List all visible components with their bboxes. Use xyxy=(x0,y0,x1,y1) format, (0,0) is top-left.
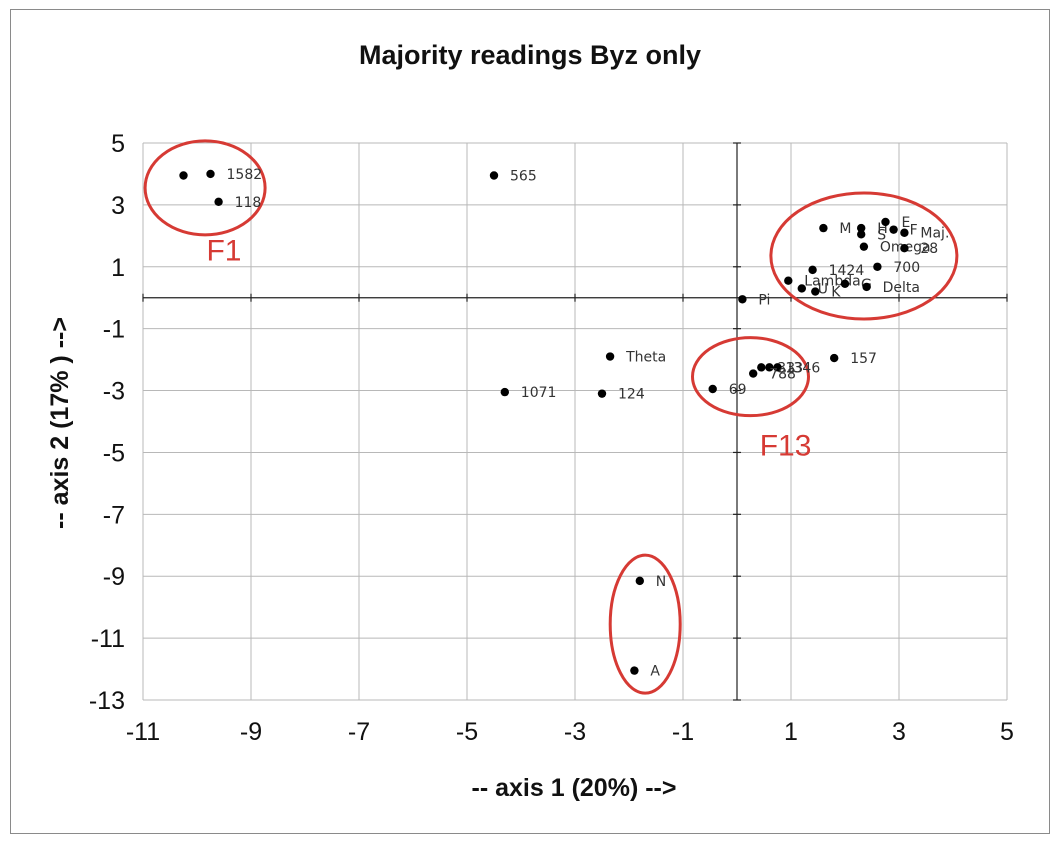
x-tick-label: 3 xyxy=(892,718,906,746)
data-point xyxy=(873,262,882,271)
point-label: 565 xyxy=(510,168,537,184)
x-tick-label: -3 xyxy=(564,718,586,746)
axis-layer xyxy=(142,142,1008,701)
data-point xyxy=(738,295,747,304)
data-point xyxy=(757,363,766,372)
data-point xyxy=(889,225,898,234)
chart-frame: Majority readings Byz only -11 -9 -7 -5 -3 -1… xyxy=(10,9,1050,834)
point-label: 13 xyxy=(785,360,803,376)
data-point xyxy=(808,265,817,275)
y-tick-label: 3 xyxy=(111,192,125,220)
data-point xyxy=(214,197,223,206)
data-point xyxy=(857,230,866,239)
data-point xyxy=(830,353,839,363)
scatter-chart: Majority readings Byz only -11 -9 -7 -5 -3 -1… xyxy=(46,40,1014,802)
data-point xyxy=(206,169,215,179)
point-label: H xyxy=(877,221,888,237)
point-label: 33 xyxy=(777,360,795,376)
point-label: E xyxy=(902,215,911,231)
data-point xyxy=(179,171,188,180)
data-point xyxy=(859,242,869,251)
x-tick-label: 1 xyxy=(784,718,798,746)
data-point xyxy=(630,666,639,675)
data-point xyxy=(900,244,909,253)
data-point xyxy=(708,384,717,394)
cluster-circle xyxy=(608,553,682,695)
point-label: F xyxy=(910,223,918,239)
y-tick-label: -11 xyxy=(91,625,125,653)
data-point xyxy=(773,363,782,372)
point-label: Delta xyxy=(883,280,920,296)
chart-title: Majority readings Byz only xyxy=(359,40,701,70)
y-tick-label: -9 xyxy=(103,563,125,591)
point-label: 69 xyxy=(729,382,747,398)
data-point xyxy=(811,287,820,296)
data-point xyxy=(605,352,615,361)
y-tick-label: -7 xyxy=(103,501,125,529)
data-point xyxy=(840,279,850,288)
point-label: 700 xyxy=(893,260,920,276)
point-label: K xyxy=(831,285,841,301)
y-tick-label: -5 xyxy=(103,439,125,467)
x-axis-title: -- axis 1 (20%) --> xyxy=(472,774,677,802)
data-point xyxy=(862,282,871,292)
point-label: A xyxy=(650,664,660,680)
data-point xyxy=(797,284,806,293)
point-label: 28 xyxy=(920,241,938,257)
data-point xyxy=(857,223,866,233)
cluster-circle xyxy=(143,139,267,237)
point-label: 346 xyxy=(794,360,821,376)
y-tick-label: 5 xyxy=(111,130,125,158)
x-tick-label: -7 xyxy=(348,718,370,746)
cluster-label: F1 xyxy=(206,235,241,268)
x-tick-label: -11 xyxy=(126,718,160,746)
y-tick-label: 1 xyxy=(111,254,125,282)
y-tick-label: -1 xyxy=(103,316,125,344)
x-tick-label: -1 xyxy=(672,718,694,746)
point-label: 1582 xyxy=(227,167,263,183)
data-point xyxy=(900,228,909,237)
point-label: 788 xyxy=(769,367,796,383)
point-label: Pi xyxy=(758,292,770,308)
point-label: 118 xyxy=(235,195,262,211)
point-label: U xyxy=(818,281,828,297)
x-tick-label: 5 xyxy=(1000,718,1014,746)
x-tick-label: -9 xyxy=(240,718,262,746)
cluster-circle xyxy=(691,336,810,418)
data-point xyxy=(500,387,509,397)
point-label: 157 xyxy=(850,351,877,367)
data-point xyxy=(784,276,793,285)
point-label: M xyxy=(839,221,851,237)
point-label: 124 xyxy=(618,387,645,403)
grid-layer xyxy=(142,142,1008,701)
y-tick-label: -3 xyxy=(103,378,125,406)
point-label: Theta xyxy=(625,350,666,366)
cluster-circle xyxy=(769,191,959,321)
data-point xyxy=(819,223,828,233)
point-label: Maj. xyxy=(920,226,949,242)
data-point xyxy=(765,363,774,372)
point-label: 1424 xyxy=(829,263,865,279)
data-point xyxy=(489,171,499,180)
point-label: 1071 xyxy=(521,385,557,401)
data-point xyxy=(597,389,607,398)
point-label: N xyxy=(656,574,666,590)
y-tick-label: -13 xyxy=(89,687,125,715)
data-point xyxy=(749,369,758,378)
data-point xyxy=(635,576,644,586)
point-layer: 1582118565MHESFMaj.Omega281424700LambdaU… xyxy=(179,167,949,680)
cluster-label: F13 xyxy=(760,430,812,463)
y-axis-title: -- axis 2 (17% ) --> xyxy=(46,317,74,529)
x-tick-label: -5 xyxy=(456,718,478,746)
data-point xyxy=(881,217,890,227)
point-label: S xyxy=(877,227,886,243)
